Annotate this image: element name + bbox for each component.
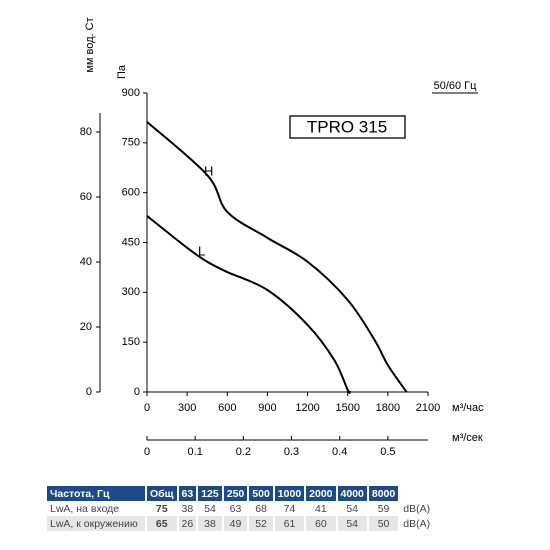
y-tick-label: 900 xyxy=(122,87,140,99)
x-tick-label: 600 xyxy=(218,402,236,414)
y2-tick-label: 0 xyxy=(86,386,92,398)
table-cell: 54 xyxy=(336,516,369,531)
x-tick-label: 0 xyxy=(144,402,150,414)
x-tick-label: 300 xyxy=(178,402,196,414)
chart-title: TPRO 315 xyxy=(307,117,387,136)
table-cell: 50 xyxy=(367,516,401,531)
y2-tick-label: 40 xyxy=(80,256,92,268)
header-row: Частота, Гц Общ 63 125 250 500 1000 2000 4000 800… xyxy=(47,486,434,501)
y-tick-label: 600 xyxy=(122,187,140,199)
table-cell: LwA, к окружению xyxy=(47,516,147,531)
table-cell: 59 xyxy=(367,501,401,516)
x2-tick-label: 0.5 xyxy=(380,446,395,458)
curve-label: H xyxy=(204,163,213,178)
header-cell: Общ xyxy=(146,486,179,501)
x2-tick-label: 0.3 xyxy=(284,446,299,458)
x2-tick-label: 0.1 xyxy=(188,446,203,458)
table-cell: 63 xyxy=(222,501,250,516)
x2-axis-label: м³/сек xyxy=(452,432,483,444)
chart: TPRO 315 50/60 Гц 0150300450600750900020… xyxy=(80,17,484,458)
y2-axis-label: мм вод. Ст xyxy=(84,17,96,72)
x-axis-label: м³/час xyxy=(452,402,484,414)
y-tick-label: 150 xyxy=(122,336,140,348)
noise-table: Частота, Гц Общ 63 125 250 500 1000 2000 4000 800… xyxy=(47,486,436,531)
table-cell: 52 xyxy=(248,516,275,531)
x2-tick-label: 0.2 xyxy=(236,446,251,458)
x-tick-label: 900 xyxy=(258,402,276,414)
x-tick-label: 1500 xyxy=(335,402,359,414)
header-cell: 8000 xyxy=(367,486,401,501)
header-cell: 2000 xyxy=(305,486,338,501)
header-cell: 125 xyxy=(197,486,224,501)
table-cell: 38 xyxy=(177,501,199,516)
y2-tick-label: 80 xyxy=(80,126,92,138)
header-cell: 250 xyxy=(222,486,250,501)
title-box xyxy=(289,115,406,139)
table-cell: 74 xyxy=(273,501,307,516)
table-cell: 41 xyxy=(305,501,338,516)
table-cell: dB(A) xyxy=(399,501,436,516)
header-cell: 63 xyxy=(177,486,199,501)
table-row: LwA, к окружению 65 26 38 49 52 61 60 54 50 dB(A) xyxy=(47,516,436,531)
table-cell: 54 xyxy=(336,501,369,516)
table-cell: 54 xyxy=(197,501,224,516)
table-cell: 61 xyxy=(273,516,307,531)
y-axis-label: Па xyxy=(116,64,128,79)
header-cell: 4000 xyxy=(336,486,369,501)
table-cell: dB(A) xyxy=(399,516,436,531)
curve-label: L xyxy=(198,243,205,258)
table-cell: 38 xyxy=(197,516,224,531)
table-cell: 49 xyxy=(222,516,250,531)
x2-tick-label: 0 xyxy=(144,446,150,458)
table-cell: 75 xyxy=(146,501,179,516)
y-tick-label: 750 xyxy=(122,137,140,149)
table-cell: 60 xyxy=(305,516,338,531)
table-cell: LwA, на входе xyxy=(47,501,147,516)
x-tick-label: 1800 xyxy=(376,402,400,414)
y-tick-label: 0 xyxy=(134,386,140,398)
table-cell: 68 xyxy=(248,501,275,516)
x-tick-label: 1200 xyxy=(295,402,319,414)
table-cell: 65 xyxy=(146,516,179,531)
y2-tick-label: 20 xyxy=(80,321,92,333)
y-tick-label: 450 xyxy=(122,236,140,248)
y-tick-label: 300 xyxy=(122,286,140,298)
curve xyxy=(146,215,352,394)
header-cell: 500 xyxy=(248,486,275,501)
curve xyxy=(146,121,408,393)
header-cell: 1000 xyxy=(273,486,307,501)
table-cell: 26 xyxy=(177,516,199,531)
header-cell: Частота, Гц xyxy=(47,486,147,501)
x2-tick-label: 0.4 xyxy=(332,446,347,458)
table-row: LwA, на входе 75 38 54 63 68 74 41 54 59 dB(A) xyxy=(47,501,436,516)
y2-tick-label: 60 xyxy=(80,191,92,203)
x-tick-label: 2100 xyxy=(416,402,440,414)
chart-subtitle: 50/60 Гц xyxy=(434,80,478,92)
